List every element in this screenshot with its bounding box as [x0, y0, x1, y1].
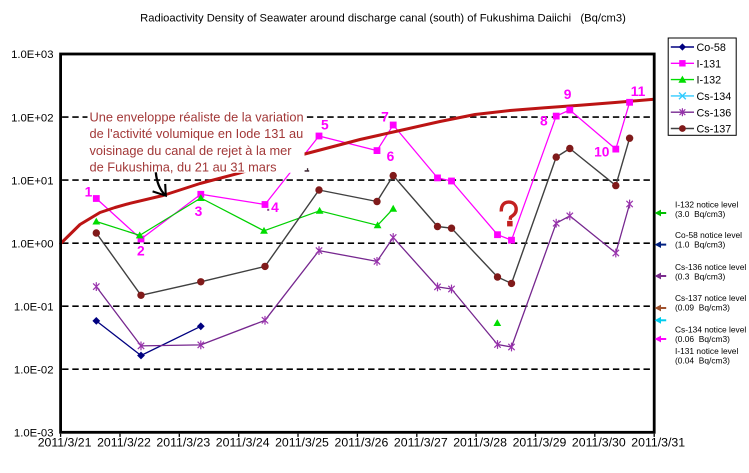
- svg-text:(0.04 Bq/cm3): (0.04 Bq/cm3): [675, 356, 730, 366]
- svg-text:Cs-136: Cs-136: [697, 107, 732, 119]
- svg-text:voisinage du canal de rejet à: voisinage du canal de rejet à la mer: [90, 143, 293, 158]
- svg-text:8: 8: [540, 114, 548, 129]
- svg-text:Cs-137: Cs-137: [697, 124, 732, 136]
- svg-text:2011/3/23: 2011/3/23: [156, 436, 210, 450]
- svg-text:Cs-137 notice level: Cs-137 notice level: [675, 293, 746, 303]
- svg-text:11: 11: [631, 84, 646, 99]
- svg-text:1.0E+02: 1.0E+02: [11, 112, 53, 124]
- svg-text:1.0E-03: 1.0E-03: [14, 428, 54, 440]
- svg-text:1.0E-02: 1.0E-02: [14, 364, 54, 376]
- svg-text:6: 6: [387, 149, 395, 164]
- svg-text:Cs-136 notice level: Cs-136 notice level: [675, 262, 746, 272]
- svg-text:2011/3/26: 2011/3/26: [335, 436, 389, 450]
- svg-text:4: 4: [271, 200, 279, 215]
- svg-text:I-132 notice level: I-132 notice level: [675, 200, 738, 210]
- svg-text:2011/3/30: 2011/3/30: [572, 436, 626, 450]
- svg-text:2011/3/27: 2011/3/27: [394, 436, 448, 450]
- svg-text:de l'activité volumique en Iod: de l'activité volumique en Iode 131 au: [90, 126, 304, 141]
- svg-text:1.0E+01: 1.0E+01: [11, 175, 53, 187]
- svg-text:de Fukushima, du 21 au 31 mars: de Fukushima, du 21 au 31 mars: [90, 160, 277, 175]
- svg-text:1: 1: [85, 185, 93, 200]
- svg-text:(0.09 Bq/cm3): (0.09 Bq/cm3): [675, 303, 730, 313]
- svg-text:Cs-134: Cs-134: [697, 91, 732, 103]
- svg-text:(1.0 Bq/cm3): (1.0 Bq/cm3): [675, 240, 725, 250]
- svg-text:1.0E+00: 1.0E+00: [11, 238, 53, 250]
- svg-text:I-131 notice level: I-131 notice level: [675, 346, 738, 356]
- svg-text:2011/3/22: 2011/3/22: [97, 436, 151, 450]
- svg-text:2011/3/21: 2011/3/21: [38, 436, 92, 450]
- svg-text:Cs-134 notice level: Cs-134 notice level: [675, 325, 746, 335]
- svg-text:I-132: I-132: [697, 75, 722, 87]
- svg-text:2011/3/29: 2011/3/29: [513, 436, 567, 450]
- svg-text:3: 3: [195, 204, 203, 219]
- svg-text:10: 10: [594, 145, 610, 160]
- svg-text:(0.06 Bq/cm3): (0.06 Bq/cm3): [675, 334, 730, 344]
- svg-text:9: 9: [564, 87, 572, 102]
- svg-text:1.0E-01: 1.0E-01: [14, 301, 54, 313]
- svg-text:2011/3/24: 2011/3/24: [216, 436, 270, 450]
- svg-text:(0.3 Bq/cm3): (0.3 Bq/cm3): [675, 272, 725, 282]
- svg-text:2011/3/31: 2011/3/31: [631, 436, 685, 450]
- svg-text:2: 2: [137, 244, 145, 259]
- svg-text:2011/3/28: 2011/3/28: [453, 436, 507, 450]
- svg-text:Co-58: Co-58: [697, 42, 726, 54]
- svg-text:2011/3/25: 2011/3/25: [275, 436, 329, 450]
- svg-text:Une enveloppe réaliste de la v: Une enveloppe réaliste de la variation: [90, 109, 304, 124]
- svg-text:5: 5: [321, 118, 329, 133]
- svg-text:Co-58 notice level: Co-58 notice level: [675, 230, 742, 240]
- svg-text:1.0E+03: 1.0E+03: [11, 49, 53, 61]
- svg-text:7: 7: [381, 110, 389, 125]
- svg-text:Radioactivity Density of Seawa: Radioactivity Density of Seawater around…: [140, 13, 626, 25]
- svg-text:I-131: I-131: [697, 58, 722, 70]
- svg-text:(3.0 Bq/cm3): (3.0 Bq/cm3): [675, 209, 725, 219]
